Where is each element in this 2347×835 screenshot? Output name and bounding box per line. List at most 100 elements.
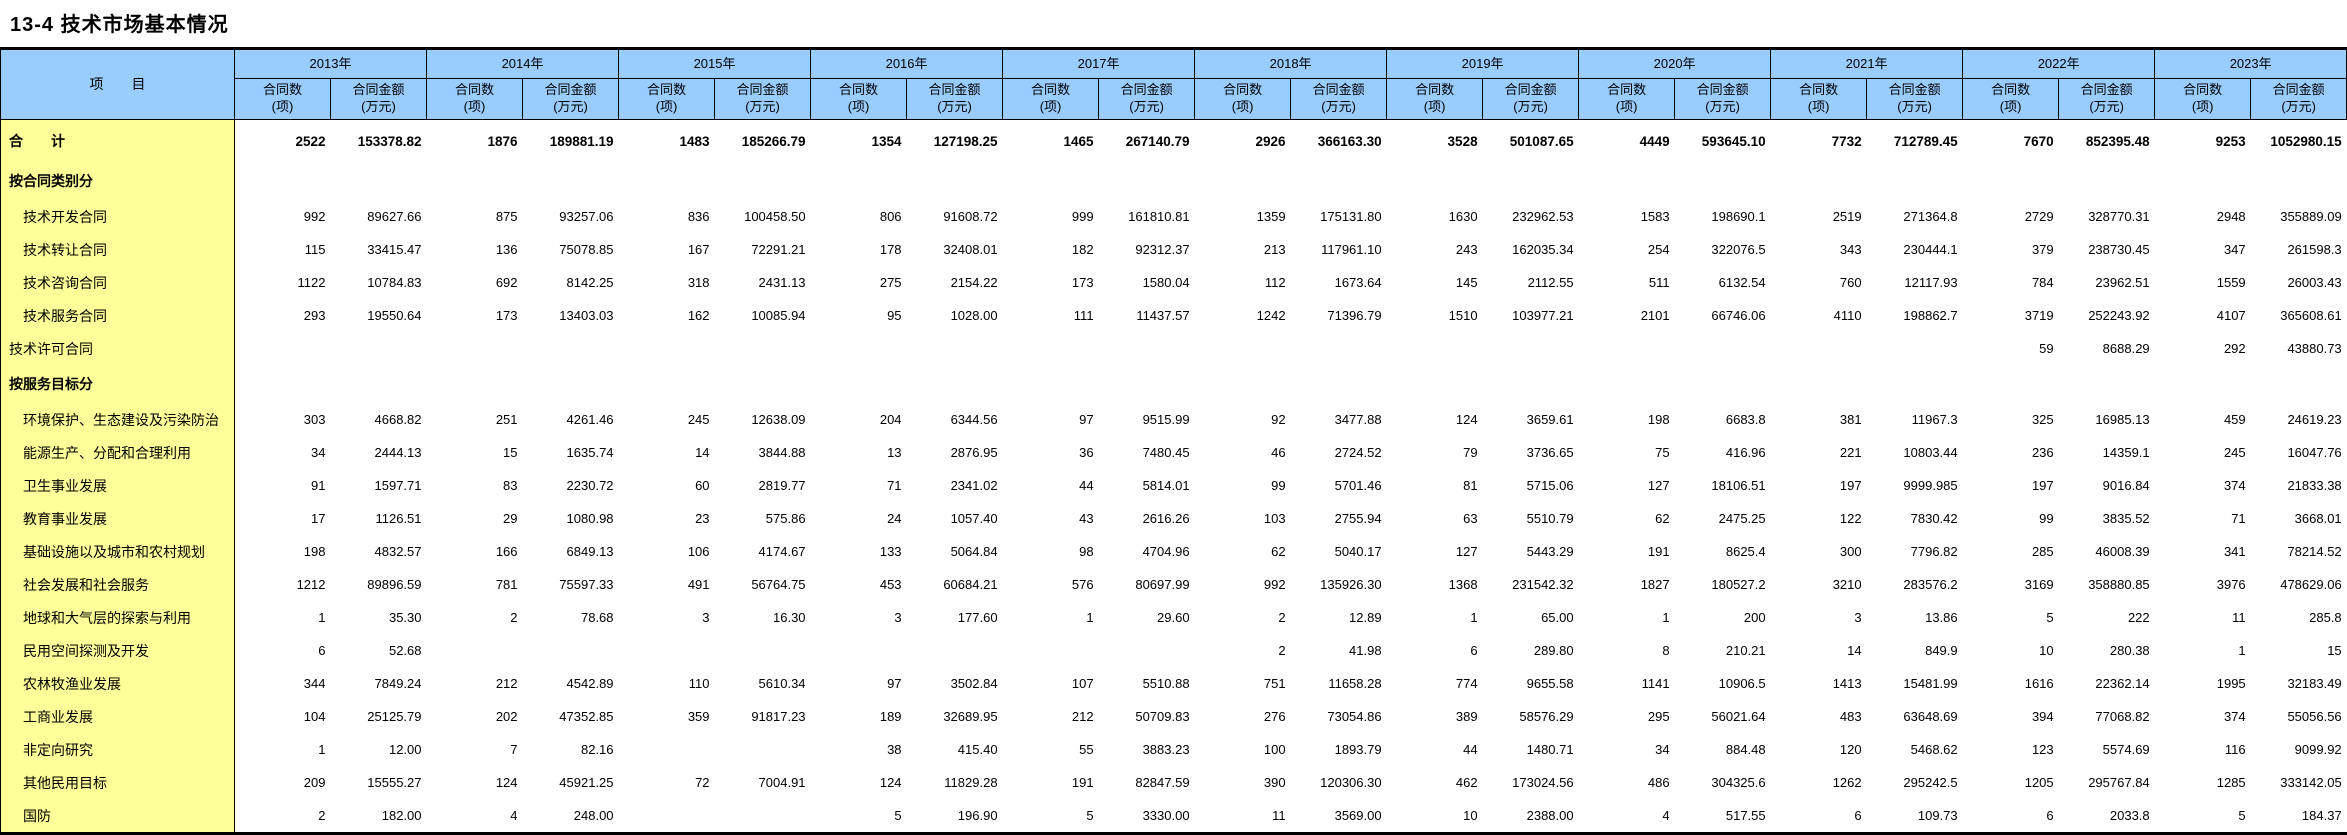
cell-contract-amount: 8625.4 [1725, 544, 1766, 559]
cell-contract-amount: 12638.09 [751, 412, 806, 427]
cell-contract-count: 6 [2046, 808, 2054, 823]
cell-contract-count: 14 [695, 445, 710, 460]
cell-contract-amount: 289.80 [1533, 643, 1574, 658]
tech-market-table: 项 目 2013年 2014年 2015年 2016年 2017年 2018年 2019年 20… [0, 47, 2347, 835]
cell-contract-count: 99 [1271, 478, 1286, 493]
cell-contract-count: 760 [1839, 275, 1862, 290]
cell-contract-amount: 7849.24 [374, 676, 422, 691]
cell-contract-count: 127 [1647, 478, 1670, 493]
cell-contract-count: 1 [318, 742, 326, 757]
cell-contract-amount [1099, 332, 1195, 365]
cell-contract-amount: 1028.00 [950, 308, 998, 323]
cell-contract-count: 46 [1271, 445, 1286, 460]
cell-contract-amount: 184.37 [2301, 808, 2342, 823]
contract-amount-header-unit: (万元) [2281, 99, 2316, 114]
contract-count-header: 合同数 (项) [234, 78, 331, 120]
cell-contract-count: 1354 [871, 133, 902, 149]
cell-contract-count [811, 162, 907, 200]
cell-contract-amount: 852395.48 [2085, 133, 2150, 149]
cell-contract-amount: 232962.53 [1512, 209, 1574, 224]
contract-count-header-label: 合同数 [1799, 82, 1839, 98]
cell-contract-amount: 77068.82 [2095, 709, 2150, 724]
cell-contract-amount: 252243.92 [2088, 308, 2150, 323]
cell-contract-count: 453 [879, 577, 902, 592]
cell-contract-amount: 2475.25 [1718, 511, 1766, 526]
cell-contract-count [1195, 365, 1291, 403]
cell-contract-count: 4449 [1639, 133, 1670, 149]
cell-contract-count: 212 [1071, 709, 1094, 724]
cell-contract-amount: 849.9 [1925, 643, 1958, 658]
cell-contract-count: 23 [695, 511, 710, 526]
cell-contract-count: 38 [887, 742, 902, 757]
row-label: 技术开发合同 [0, 200, 235, 233]
cell-contract-amount: 884.48 [1725, 742, 1766, 757]
year-header: 2015年 [618, 48, 812, 79]
cell-contract-amount: 89896.59 [367, 577, 422, 592]
table-row: 技术转让合同 115 33415.47 136 75078.85 167 72291.21 1… [0, 233, 2347, 266]
cell-contract-amount: 19550.64 [367, 308, 422, 323]
cell-contract-amount [2251, 162, 2347, 200]
cell-contract-amount: 517.55 [1725, 808, 1766, 823]
contract-amount-header-label: 合同金额 [352, 82, 405, 98]
cell-contract-amount: 283576.2 [1903, 577, 1958, 592]
cell-contract-amount [715, 799, 811, 834]
cell-contract-count: 5 [1086, 808, 1094, 823]
cell-contract-amount: 712789.45 [1893, 133, 1958, 149]
cell-contract-amount: 5510.79 [1526, 511, 1574, 526]
cell-contract-count: 100 [1263, 742, 1286, 757]
table-row: 技术开发合同 992 89627.66 875 93257.06 836 100458.50… [0, 200, 2347, 233]
cell-contract-amount: 2755.94 [1334, 511, 1382, 526]
cell-contract-amount: 13.86 [1925, 610, 1958, 625]
cell-contract-amount: 15 [2327, 643, 2342, 658]
cell-contract-amount: 35.30 [388, 610, 422, 625]
cell-contract-count: 3210 [1832, 577, 1862, 592]
cell-contract-count: 162 [687, 308, 710, 323]
cell-contract-count [619, 162, 715, 200]
cell-contract-count: 1483 [679, 133, 710, 149]
cell-contract-count: 1465 [1063, 133, 1094, 149]
year-header: 2018年 [1194, 48, 1388, 79]
cell-contract-count: 97 [1079, 412, 1094, 427]
contract-count-header-label: 合同数 [2183, 82, 2223, 98]
cell-contract-amount [1867, 332, 1963, 365]
year-header: 2016年 [810, 48, 1004, 79]
cell-contract-amount: 15555.27 [367, 775, 422, 790]
cell-contract-amount: 78.68 [580, 610, 614, 625]
cell-contract-amount: 60684.21 [943, 577, 998, 592]
contract-amount-header: 合同金额 (万元) [522, 78, 620, 120]
cell-contract-count: 59 [2039, 341, 2054, 356]
table-row: 地球和大气层的探索与利用 1 35.30 2 78.68 3 16.30 3 177.60 1 29… [0, 601, 2347, 634]
cell-contract-count: 81 [1463, 478, 1478, 493]
cell-contract-count: 1 [1662, 610, 1670, 625]
cell-contract-count: 97 [887, 676, 902, 691]
cell-contract-count: 374 [2223, 478, 2246, 493]
cell-contract-amount [907, 634, 1003, 667]
cell-contract-amount: 32408.01 [943, 242, 998, 257]
contract-amount-header-unit: (万元) [361, 99, 396, 114]
cell-contract-count: 5 [2238, 808, 2246, 823]
cell-contract-count: 486 [1647, 775, 1670, 790]
row-label: 技术服务合同 [0, 299, 235, 332]
cell-contract-amount: 103977.21 [1512, 308, 1574, 323]
cell-contract-amount [1291, 332, 1387, 365]
contract-amount-header: 合同金额 (万元) [1674, 78, 1772, 120]
contract-amount-header: 合同金额 (万元) [1482, 78, 1580, 120]
cell-contract-amount [907, 332, 1003, 365]
cell-contract-amount: 117961.10 [1321, 242, 1382, 257]
cell-contract-count [1579, 162, 1675, 200]
cell-contract-amount [907, 365, 1003, 403]
cell-contract-count [1003, 634, 1099, 667]
cell-contract-count: 14 [1847, 643, 1862, 658]
cell-contract-amount: 80697.99 [1135, 577, 1190, 592]
cell-contract-count: 692 [495, 275, 518, 290]
cell-contract-count: 2519 [1832, 209, 1862, 224]
table-row: 按服务目标分 [0, 365, 2347, 403]
cell-contract-count: 99 [2039, 511, 2054, 526]
cell-contract-amount: 358880.85 [2088, 577, 2150, 592]
cell-contract-amount: 304325.6 [1711, 775, 1766, 790]
cell-contract-count: 3528 [1447, 133, 1478, 149]
contract-count-header: 合同数 (项) [810, 78, 908, 120]
cell-contract-count: 4 [1662, 808, 1670, 823]
cell-contract-count [619, 332, 715, 365]
cell-contract-amount: 175131.80 [1320, 209, 1382, 224]
